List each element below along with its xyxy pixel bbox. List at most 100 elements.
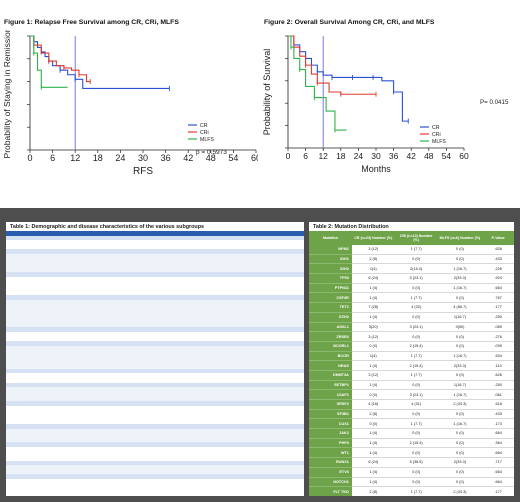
table-row: [6, 263, 304, 268]
table1-cell: [6, 359, 77, 365]
table2-cell: 1(4): [351, 351, 395, 362]
table2-cell: 0 (0): [437, 292, 483, 304]
table1-cell: [234, 465, 274, 470]
table2-cell: 3 (12): [351, 331, 395, 342]
table1-cell: [117, 465, 157, 470]
table-row: BCOR 1(4) 1 (7.7) 1 (16.7) .534: [309, 351, 514, 362]
mutation-name-cell: ETV6: [309, 467, 352, 478]
table1-cell: [195, 414, 235, 420]
mutation-name-cell: TET2: [309, 302, 352, 313]
table1-cell: [273, 336, 304, 342]
table2-header-row: Mutation CR (n=23) Number (%) CRi (n=13) N…: [309, 231, 514, 245]
table1-cell: [273, 410, 304, 415]
x-tick-label: 36: [161, 153, 171, 163]
table1-cell: [117, 451, 157, 457]
table1-cell: [273, 263, 304, 268]
table1-cell: [6, 267, 77, 273]
table-row: [6, 240, 304, 245]
table1-cell: [195, 240, 235, 245]
table2-cell: 0 (0): [351, 341, 395, 352]
table1-cell: [76, 304, 118, 310]
legend-label-cri: CRi: [200, 130, 209, 136]
table1-cell: [117, 460, 157, 466]
table1-cell: [117, 373, 157, 378]
table1-cell: [156, 350, 196, 356]
table1-cell: [273, 396, 304, 401]
table1-cell: [156, 258, 196, 264]
table-row: [6, 286, 304, 291]
table1-cell: [234, 313, 274, 319]
table-row: WT1 1 (4) 0 (0) 0 (0) .664: [309, 447, 514, 459]
table1-cell: [76, 414, 118, 420]
table1-cell: [156, 313, 196, 319]
table1-cell: [195, 433, 235, 438]
table2-cell: .518: [482, 399, 514, 410]
table1-cell: [6, 451, 77, 457]
table1-cell: [156, 322, 196, 328]
table1-cell: [76, 276, 118, 282]
table2-header-cell: P-Value: [482, 231, 514, 245]
table1-cell: [6, 469, 77, 475]
table1-cell: [234, 364, 274, 369]
mutation-name-cell: EZH2: [309, 312, 352, 323]
table1-cell: [6, 253, 77, 259]
table1-cell: [117, 276, 157, 282]
table1-cell: [117, 313, 157, 319]
table1-cell: [117, 322, 157, 328]
table1-cell: [76, 345, 118, 351]
table1-cell: [76, 423, 118, 429]
table1-cell: [156, 382, 196, 388]
table1-cell: [6, 391, 77, 397]
table-row: [6, 483, 304, 489]
table1-cell: [76, 456, 118, 461]
table1-cell: [156, 442, 196, 447]
table1-cell: [195, 272, 235, 277]
table1-cell: [234, 309, 274, 314]
table2-cell: 0 (0): [394, 447, 438, 459]
table1-cell: [156, 419, 196, 424]
table1-cell: [117, 364, 157, 369]
table1-cell: [234, 373, 274, 378]
table-row: [6, 231, 304, 236]
table1-cell: [195, 378, 235, 383]
table2-cell: 2 (33.3): [437, 399, 483, 410]
table1-cell: [273, 249, 304, 254]
table1-cell: [117, 281, 157, 287]
mutation-name-cell: SRSF2: [309, 399, 352, 410]
table1-cell: [234, 446, 274, 452]
mutation-name-cell: WT1: [309, 447, 352, 459]
table2-cell: 2 (8): [351, 409, 395, 420]
table1-cell: [76, 400, 118, 406]
table-row: SRSF2 4 (16) 4 (31) 2 (33.3) .518: [309, 399, 514, 410]
table1-cell: [156, 295, 196, 300]
table2-cell: 0 (0): [394, 477, 438, 488]
table2-cell: 1(4): [351, 263, 395, 275]
table2-cell: 3 (23.1): [394, 273, 438, 284]
table1-cell: [156, 465, 196, 470]
table-row: [6, 359, 304, 365]
table1-cell: [156, 355, 196, 360]
table1-cell: [234, 355, 274, 360]
table1-cell: [76, 309, 118, 314]
table1-cell: [273, 442, 304, 447]
table2-cell: 1 (4): [351, 283, 395, 294]
table2-cell: 5(20): [351, 322, 395, 333]
table1-cell: [234, 350, 274, 356]
table2-cell: 2 (15.4): [394, 341, 438, 352]
table1-cell: [6, 322, 77, 328]
table1-cell: [76, 391, 118, 397]
table2-cell: 1 (4): [351, 312, 395, 323]
table1-cell: [195, 442, 235, 447]
table-row: [6, 451, 304, 457]
table1-cell: [234, 378, 274, 383]
table2-cell: 0 (0): [351, 418, 395, 430]
figures-area: Figure 1: Relapse Free Survival among CR…: [0, 0, 520, 208]
x-tick-label: 36: [389, 151, 399, 161]
table1-cell: [6, 410, 77, 415]
table1-cell: [273, 446, 304, 452]
table1-cell: [117, 304, 157, 310]
table1-cell: [156, 327, 196, 333]
table-row: IDH2 1(4) 2(15.4) 1 (16.7) .226: [309, 263, 514, 275]
table2-cell: 1 (16.7): [437, 418, 483, 430]
x-tick-label: 24: [115, 153, 125, 163]
